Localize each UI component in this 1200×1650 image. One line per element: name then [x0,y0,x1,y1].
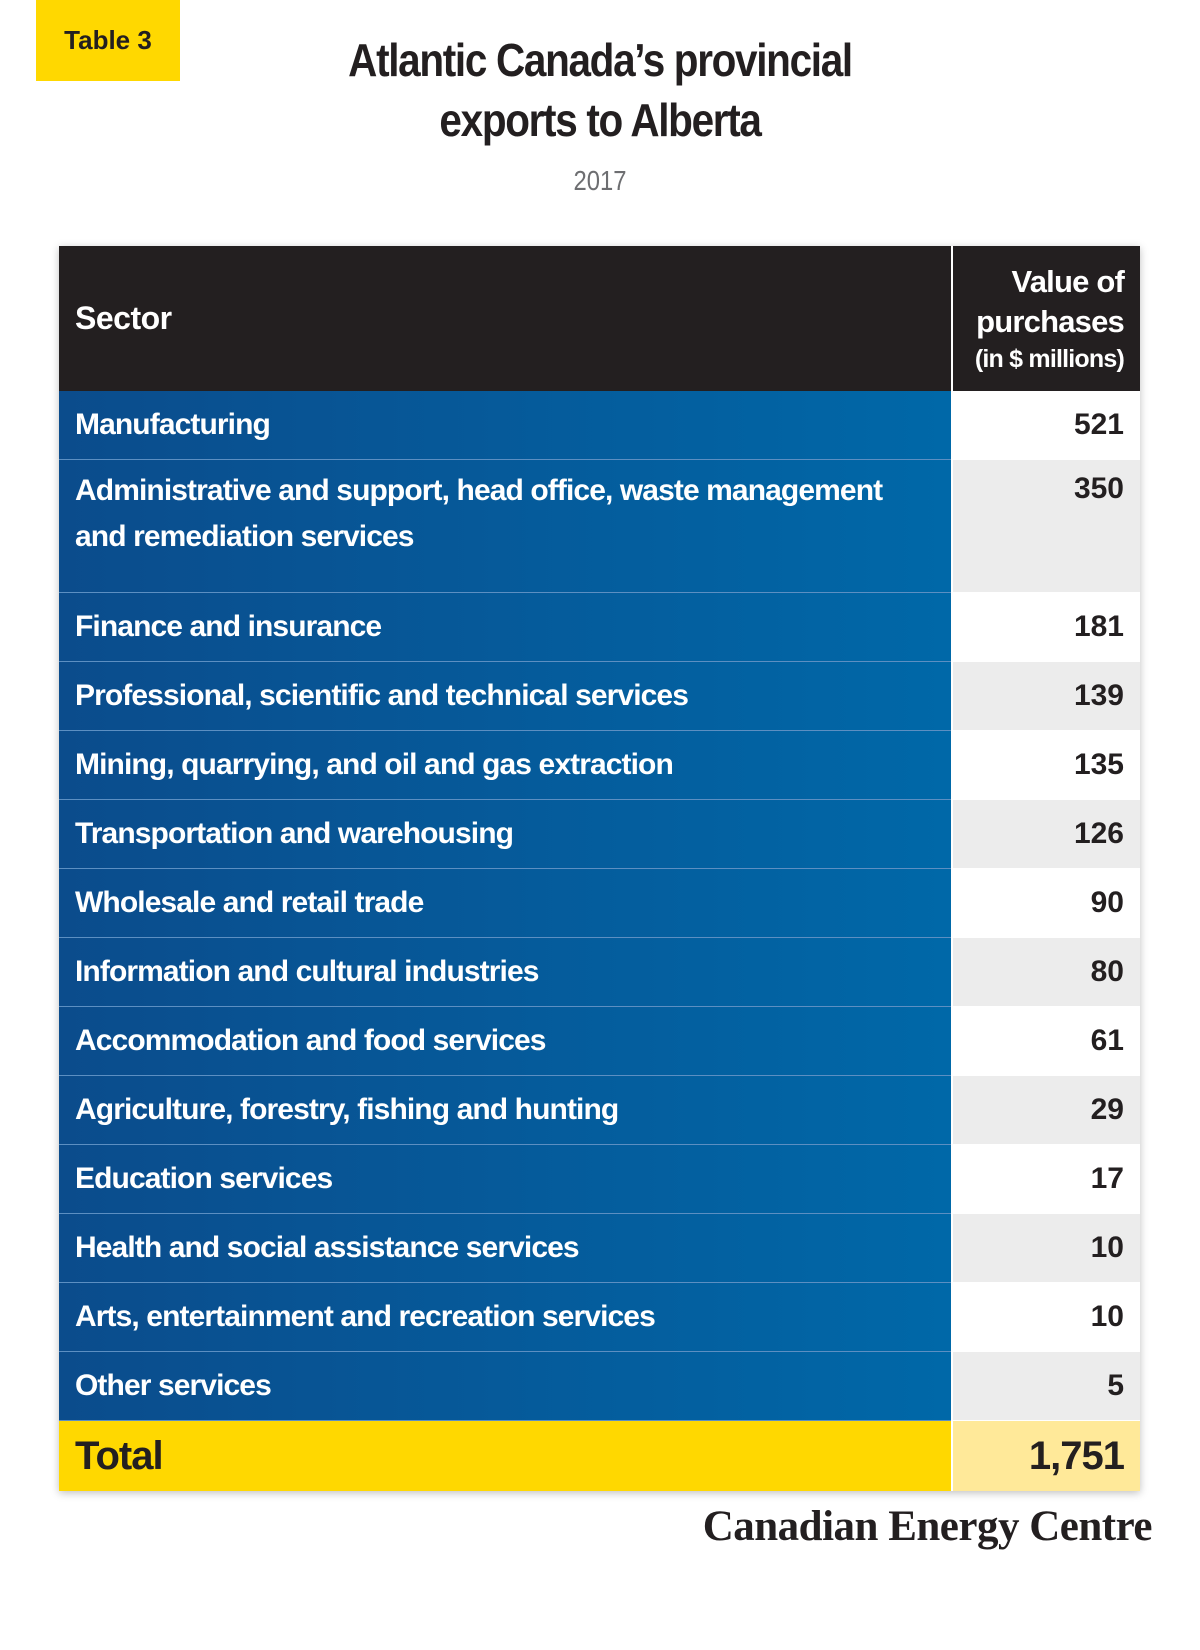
sector-column-header: Sector [59,246,953,391]
value-header-unit: (in $ millions) [974,344,1125,373]
sector-cell: Finance and insurance [59,592,953,662]
value-header-line-2: purchases [976,303,1125,339]
value-cell: 181 [952,592,1140,662]
table-row: Education services 17 [59,1144,1140,1214]
total-value: 1,751 [952,1420,1140,1491]
sector-cell: Health and social assistance services [59,1213,953,1283]
value-header-line-1: Value of [1011,263,1125,299]
sector-cell: Transportation and warehousing [59,799,953,869]
table-row: Information and cultural industries 80 [59,937,1140,1007]
exports-table: Sector Value of purchases (in $ millions… [59,246,1140,1491]
title-line-2: exports to Alberta [439,94,761,146]
table-row: Transportation and warehousing 126 [59,799,1140,869]
value-cell: 29 [952,1075,1140,1145]
sector-cell: Other services [59,1351,953,1421]
sector-cell: Education services [59,1144,953,1214]
value-cell: 5 [952,1351,1140,1421]
title-line-1: Atlantic Canada’s provincial [348,34,853,86]
sector-cell: Agriculture, forestry, fishing and hunti… [59,1075,953,1145]
table-header-row: Sector Value of purchases (in $ millions… [59,246,1140,391]
table-row: Health and social assistance services 10 [59,1213,1140,1283]
table-row: Agriculture, forestry, fishing and hunti… [59,1075,1140,1145]
value-cell: 61 [952,1006,1140,1076]
canadian-energy-centre-logo: Canadian Energy Centre [702,1503,1153,1550]
value-cell: 521 [952,391,1140,460]
subtitle-year: 2017 [573,165,627,196]
page-title: Atlantic Canada’s provincial exports to … [248,30,952,150]
table-row: Arts, entertainment and recreation servi… [59,1282,1140,1352]
table-row: Administrative and support, head office,… [59,459,1140,593]
total-row: Total 1,751 [59,1420,1140,1491]
value-cell: 350 [952,459,1140,593]
sector-cell: Administrative and support, head office,… [59,459,953,593]
table-row: Manufacturing 521 [59,391,1140,460]
sector-cell: Arts, entertainment and recreation servi… [59,1282,953,1352]
sector-cell: Accommodation and food services [59,1006,953,1076]
table-row: Professional, scientific and technical s… [59,661,1140,731]
value-cell: 80 [952,937,1140,1007]
table-row: Wholesale and retail trade 90 [59,868,1140,938]
sector-cell: Information and cultural industries [59,937,953,1007]
value-cell: 10 [952,1282,1140,1352]
table-row: Mining, quarrying, and oil and gas extra… [59,730,1140,800]
value-cell: 90 [952,868,1140,938]
sector-cell: Mining, quarrying, and oil and gas extra… [59,730,953,800]
total-label: Total [59,1420,953,1491]
value-cell: 139 [952,661,1140,731]
sector-cell: Professional, scientific and technical s… [59,661,953,731]
table-row: Finance and insurance 181 [59,592,1140,662]
sector-cell: Wholesale and retail trade [59,868,953,938]
table-row: Accommodation and food services 61 [59,1006,1140,1076]
value-cell: 135 [952,730,1140,800]
exports-table-container: Sector Value of purchases (in $ millions… [59,246,1140,1491]
sector-cell: Manufacturing [59,391,953,460]
value-cell: 10 [952,1213,1140,1283]
table-row: Other services 5 [59,1351,1140,1421]
value-cell: 17 [952,1144,1140,1214]
value-column-header: Value of purchases (in $ millions) [952,246,1140,391]
value-cell: 126 [952,799,1140,869]
table-number-badge: Table 3 [36,0,180,81]
